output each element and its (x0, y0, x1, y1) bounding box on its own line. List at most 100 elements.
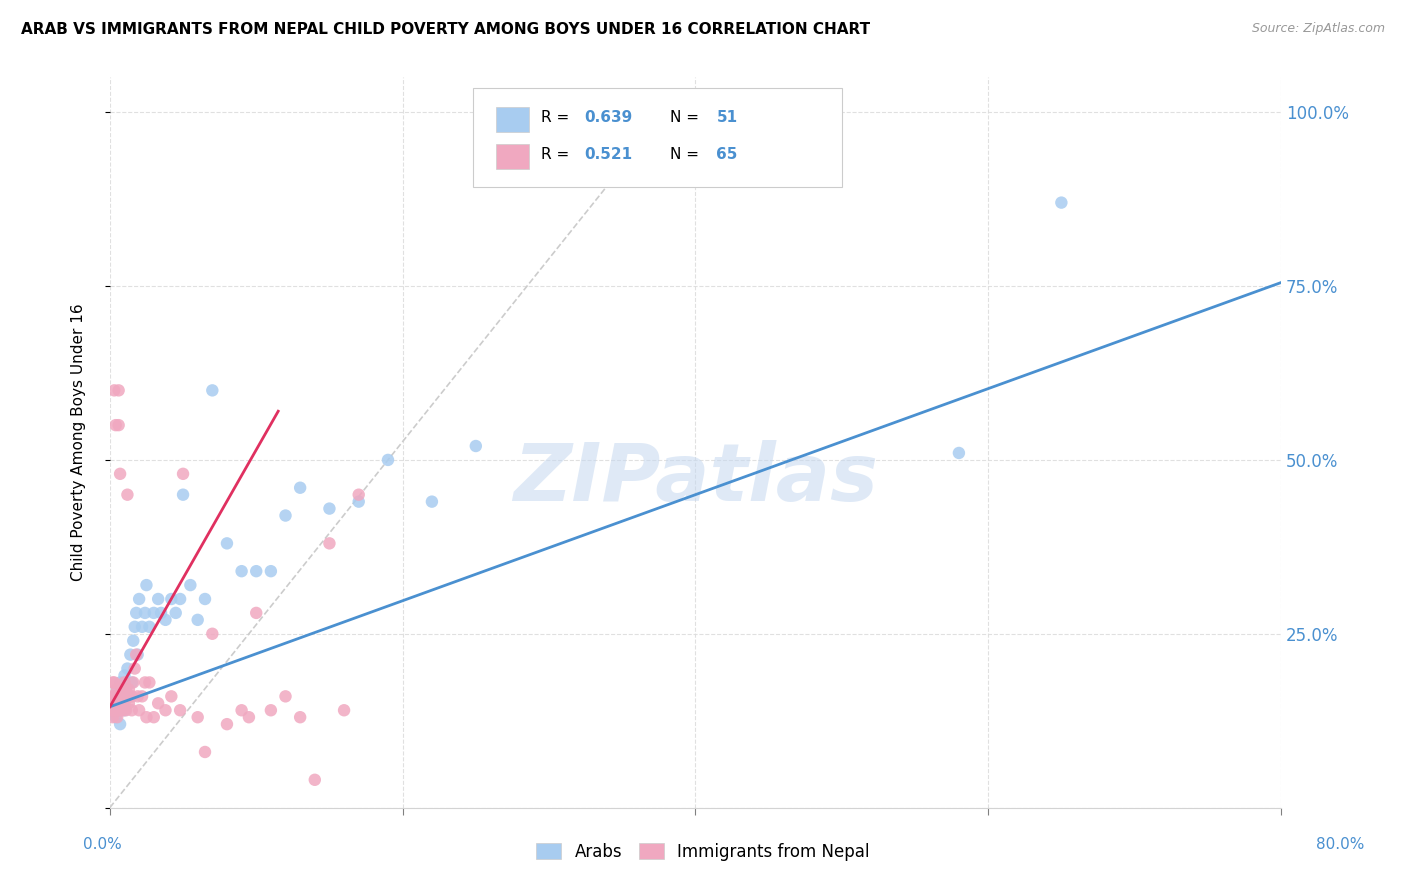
Point (347, 494, 370, 508)
Text: 0.0%: 0.0% (83, 837, 122, 852)
Point (121, 690, 143, 704)
Point (114, 703, 136, 717)
Point (347, 488, 370, 502)
FancyBboxPatch shape (472, 88, 842, 187)
Point (142, 606, 165, 620)
Point (231, 703, 253, 717)
Point (112, 703, 135, 717)
Point (108, 703, 131, 717)
FancyBboxPatch shape (496, 107, 529, 132)
Point (108, 467, 131, 481)
Point (125, 606, 148, 620)
Point (103, 690, 125, 704)
Point (108, 675, 131, 690)
Point (194, 592, 217, 607)
Point (103, 384, 125, 398)
Point (118, 690, 141, 704)
Point (120, 690, 142, 704)
Point (108, 717, 131, 731)
Point (104, 703, 127, 717)
Point (122, 675, 145, 690)
Point (377, 453, 399, 467)
Point (245, 564, 267, 578)
Point (115, 682, 138, 697)
Point (122, 633, 145, 648)
Point (165, 606, 187, 620)
Point (948, 446, 970, 460)
Point (142, 710, 165, 724)
Point (135, 710, 157, 724)
Point (107, 690, 129, 704)
Point (115, 682, 138, 697)
Point (101, 675, 124, 690)
Point (104, 690, 127, 704)
Point (104, 418, 127, 433)
Point (105, 682, 128, 697)
Point (118, 696, 141, 710)
Point (108, 690, 131, 704)
Point (105, 696, 128, 710)
Point (127, 690, 149, 704)
Point (105, 703, 128, 717)
Point (112, 696, 135, 710)
Point (201, 626, 224, 640)
Point (131, 690, 153, 704)
Point (146, 592, 169, 607)
Point (131, 620, 153, 634)
Point (318, 501, 340, 516)
Point (150, 606, 173, 620)
Point (333, 703, 356, 717)
Point (274, 508, 297, 523)
Point (420, 494, 443, 508)
Point (118, 682, 141, 697)
Text: N =: N = (669, 146, 703, 161)
FancyBboxPatch shape (496, 144, 529, 169)
Text: 0.521: 0.521 (583, 146, 633, 161)
Point (245, 606, 267, 620)
Text: Source: ZipAtlas.com: Source: ZipAtlas.com (1251, 22, 1385, 36)
Point (194, 745, 217, 759)
Point (105, 696, 128, 710)
Point (464, 439, 486, 453)
Point (125, 648, 148, 662)
Point (215, 717, 238, 731)
Point (128, 592, 150, 607)
Point (105, 682, 128, 697)
Point (146, 696, 169, 710)
Point (117, 690, 139, 704)
Point (172, 488, 194, 502)
Point (155, 703, 177, 717)
Point (187, 710, 209, 724)
Point (160, 690, 183, 704)
Point (155, 613, 177, 627)
Point (120, 648, 142, 662)
Point (138, 620, 160, 634)
Point (201, 384, 224, 398)
Point (134, 675, 156, 690)
Point (107, 703, 129, 717)
Point (127, 648, 149, 662)
Point (274, 690, 297, 704)
Point (169, 592, 191, 607)
Point (112, 690, 135, 704)
Point (105, 710, 128, 724)
Text: ARAB VS IMMIGRANTS FROM NEPAL CHILD POVERTY AMONG BOYS UNDER 16 CORRELATION CHAR: ARAB VS IMMIGRANTS FROM NEPAL CHILD POVE… (21, 22, 870, 37)
Point (179, 578, 201, 592)
Point (110, 690, 132, 704)
Point (124, 661, 146, 675)
Point (103, 675, 125, 690)
Point (134, 606, 156, 620)
Point (121, 675, 143, 690)
Point (128, 703, 150, 717)
Text: ZIPatlas: ZIPatlas (513, 440, 877, 518)
Point (260, 564, 283, 578)
Point (110, 696, 132, 710)
Point (169, 703, 191, 717)
Point (1050, 195, 1073, 210)
Point (172, 467, 194, 481)
Text: R =: R = (541, 110, 574, 125)
Point (187, 613, 209, 627)
Point (121, 703, 143, 717)
Point (260, 703, 283, 717)
Y-axis label: Child Poverty Among Boys Under 16: Child Poverty Among Boys Under 16 (72, 303, 86, 582)
